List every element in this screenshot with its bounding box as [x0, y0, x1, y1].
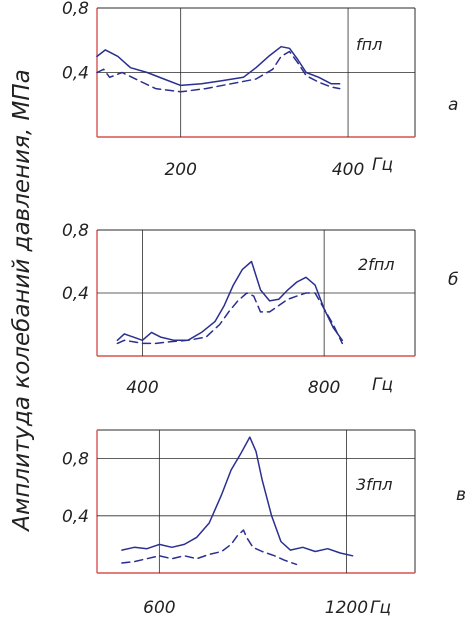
y-tick-label: 0,8 [62, 0, 89, 19]
harmonic-annotation: 2fпл [358, 255, 395, 274]
x-tick-label: 600 [143, 598, 175, 618]
chart-panel-3: 0,4 0,8 600 1200 Гц 3fпл в [62, 429, 466, 618]
y-tick-label: 0,8 [62, 450, 89, 470]
y-tick-label: 0,4 [62, 64, 89, 84]
series-line-solid [116, 260, 344, 342]
series-line-solid [96, 45, 341, 87]
x-axis-unit: Гц [370, 598, 391, 618]
x-tick-label: 400 [332, 160, 364, 180]
series-line-dashed [116, 292, 344, 345]
y-tick-label: 0,4 [62, 507, 89, 527]
x-tick-label: 200 [164, 160, 196, 180]
harmonic-annotation: 3fпл [356, 475, 393, 494]
panel-letter: б [448, 270, 458, 290]
panel-letter: а [448, 95, 458, 115]
chart-panel-1: 0,4 0,8 200 400 Гц fпл а [62, 0, 458, 180]
panel-letter: в [456, 485, 466, 505]
x-axis-unit: Гц [372, 375, 393, 395]
y-tick-label: 0,4 [62, 284, 89, 304]
series-line-dashed [96, 50, 341, 93]
y-axis-title: Амплитуда колебаний давления, МПа [9, 69, 35, 533]
series-line-solid [121, 436, 354, 557]
x-tick-label: 1200 [325, 598, 368, 618]
series-line-dashed [121, 529, 298, 566]
x-tick-label: 800 [308, 378, 340, 398]
x-tick-label: 400 [126, 378, 158, 398]
chart-panel-2: 0,4 0,8 400 800 Гц 2fпл б [62, 221, 459, 398]
x-axis-unit: Гц [372, 155, 393, 175]
harmonic-annotation: fпл [356, 35, 382, 54]
y-tick-label: 0,8 [62, 221, 89, 241]
